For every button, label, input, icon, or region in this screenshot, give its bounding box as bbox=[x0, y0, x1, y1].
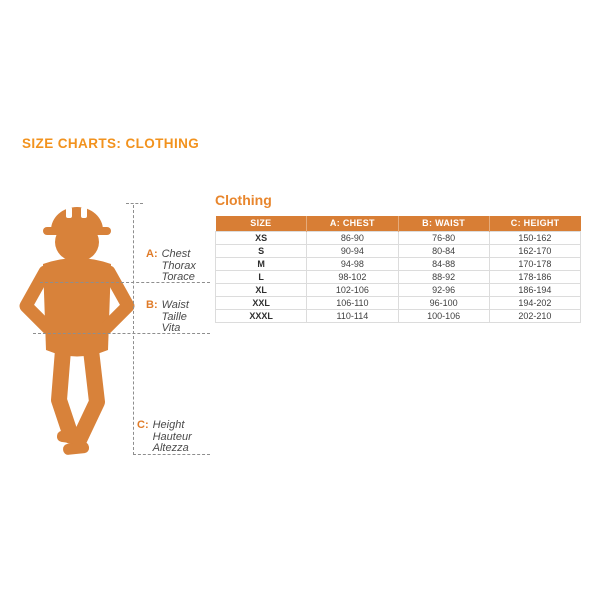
value-cell: 186-194 bbox=[488, 283, 582, 297]
size-cell: L bbox=[214, 270, 308, 284]
table-header-row: SIZE A: CHEST B: WAIST C: HEIGHT bbox=[215, 216, 581, 232]
size-cell: XS bbox=[214, 231, 308, 245]
value-cell: 98-102 bbox=[306, 270, 399, 284]
column-header-waist: B: WAIST bbox=[398, 216, 490, 232]
waist-label: B: Waist Taille Vita bbox=[146, 299, 189, 335]
chest-label-letter: A: bbox=[146, 248, 158, 260]
height-bottom-tick bbox=[133, 454, 210, 455]
table-row: XL 102-106 92-96 186-194 bbox=[214, 283, 582, 297]
value-cell: 162-170 bbox=[488, 244, 582, 258]
waist-guide-line bbox=[33, 333, 210, 334]
value-cell: 90-94 bbox=[306, 244, 399, 258]
column-header-size: SIZE bbox=[215, 216, 308, 232]
column-header-chest: A: CHEST bbox=[306, 216, 399, 232]
waist-label-fr: Taille bbox=[161, 310, 187, 323]
waist-label-it: Vita bbox=[161, 322, 181, 334]
worker-left-arm bbox=[19, 265, 55, 335]
worker-right-foot bbox=[63, 442, 90, 455]
value-cell: 88-92 bbox=[397, 270, 490, 284]
height-label-letter: C: bbox=[137, 419, 149, 431]
size-table: SIZE A: CHEST B: WAIST C: HEIGHT XS 86-90… bbox=[214, 216, 582, 323]
table-section-heading: Clothing bbox=[215, 192, 272, 208]
waist-label-letter: B: bbox=[146, 299, 158, 311]
hard-hat-notch bbox=[66, 207, 72, 218]
value-cell: 150-162 bbox=[488, 231, 582, 245]
size-cell: XL bbox=[214, 283, 308, 297]
hard-hat-brim bbox=[43, 227, 111, 235]
value-cell: 80-84 bbox=[397, 244, 490, 258]
chest-label-fr: Thorax bbox=[161, 259, 196, 272]
value-cell: 86-90 bbox=[306, 231, 399, 245]
height-guide-line bbox=[133, 205, 134, 455]
value-cell: 194-202 bbox=[488, 296, 582, 310]
hard-hat-notch bbox=[81, 207, 87, 218]
value-cell: 106-110 bbox=[306, 296, 399, 310]
chest-label-it: Torace bbox=[161, 271, 195, 283]
height-label-fr: Hauteur bbox=[152, 430, 192, 443]
column-header-height: C: HEIGHT bbox=[489, 216, 581, 232]
size-cell: XXXL bbox=[214, 309, 308, 323]
value-cell: 202-210 bbox=[488, 309, 582, 323]
size-cell: S bbox=[214, 244, 308, 258]
value-cell: 94-98 bbox=[306, 257, 399, 271]
construction-worker-icon bbox=[19, 207, 135, 455]
value-cell: 178-186 bbox=[488, 270, 582, 284]
height-label-en: Height bbox=[152, 419, 185, 431]
height-label-it: Altezza bbox=[152, 442, 189, 454]
hard-hat-dome bbox=[51, 207, 103, 230]
value-cell: 170-178 bbox=[488, 257, 582, 271]
chest-label: A: Chest Thorax Torace bbox=[146, 248, 196, 284]
worker-left-foot bbox=[56, 430, 83, 445]
worker-left-leg bbox=[51, 342, 79, 444]
value-cell: 96-100 bbox=[397, 296, 490, 310]
worker-right-arm bbox=[99, 265, 135, 335]
table-row: XXXL 110-114 100-106 202-210 bbox=[214, 309, 582, 323]
value-cell: 84-88 bbox=[397, 257, 490, 271]
value-cell: 76-80 bbox=[397, 231, 490, 245]
chest-guide-line bbox=[40, 282, 210, 283]
height-top-tick bbox=[126, 203, 143, 204]
value-cell: 92-96 bbox=[397, 283, 490, 297]
chest-label-en: Chest bbox=[161, 248, 191, 260]
table-row: M 94-98 84-88 170-178 bbox=[214, 257, 582, 271]
size-cell: XXL bbox=[214, 296, 308, 310]
size-table-body: XS 86-90 76-80 150-162 S 90-94 80-84 162-170 M 94… bbox=[214, 231, 582, 323]
worker-right-leg bbox=[71, 342, 105, 448]
table-row: L 98-102 88-92 178-186 bbox=[214, 270, 582, 284]
table-row: S 90-94 80-84 162-170 bbox=[214, 244, 582, 258]
height-label: C: Height Hauteur Altezza bbox=[137, 419, 192, 455]
worker-torso bbox=[43, 258, 111, 357]
waist-label-en: Waist bbox=[161, 299, 189, 311]
table-row: XS 86-90 76-80 150-162 bbox=[214, 231, 582, 245]
size-cell: M bbox=[214, 257, 308, 271]
value-cell: 102-106 bbox=[306, 283, 399, 297]
value-cell: 110-114 bbox=[306, 309, 399, 323]
value-cell: 100-106 bbox=[397, 309, 490, 323]
page-title: SIZE CHARTS: CLOTHING bbox=[22, 136, 200, 151]
table-row: XXL 106-110 96-100 194-202 bbox=[214, 296, 582, 310]
